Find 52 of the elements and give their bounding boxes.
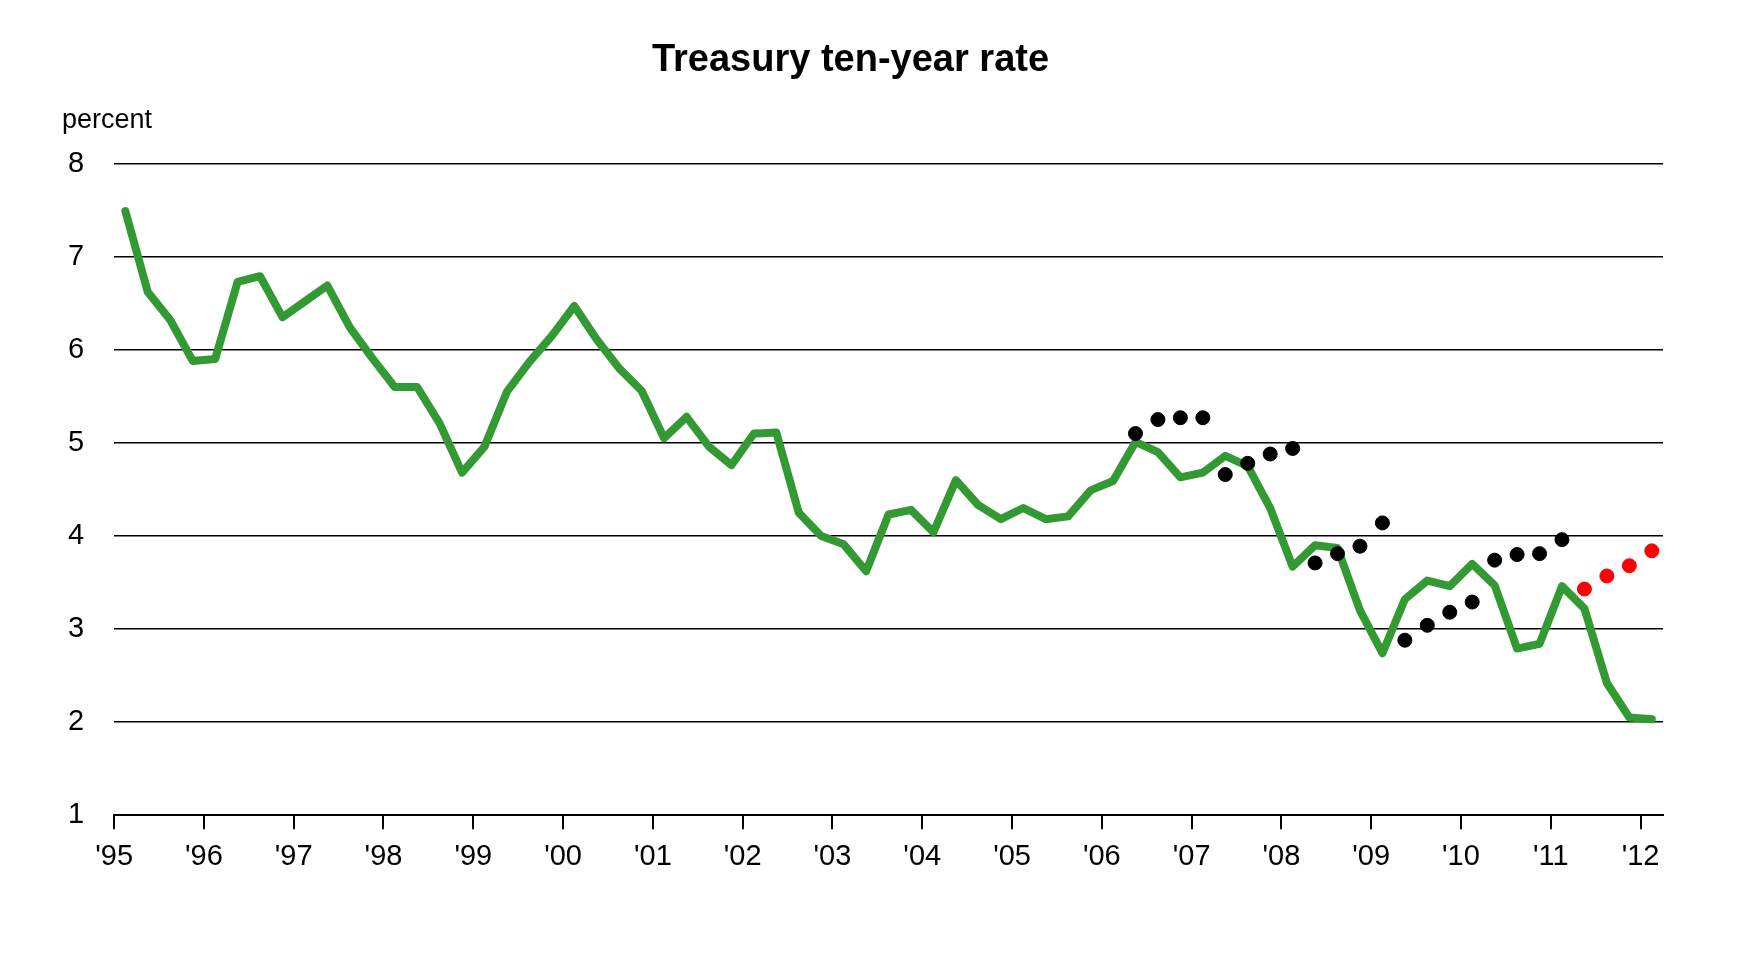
x-tick-label: '01 [633, 838, 672, 871]
x-tick-label: '98 [364, 838, 403, 871]
point [1576, 581, 1592, 597]
x-tick-label: '06 [1082, 838, 1121, 871]
point [1217, 467, 1233, 483]
point [1240, 455, 1256, 471]
point [1307, 555, 1323, 571]
point [1262, 446, 1278, 462]
point [1442, 604, 1458, 620]
chart-title: Treasury ten-year rate [651, 37, 1050, 80]
y-tick-label: 7 [67, 238, 85, 271]
point [1487, 552, 1503, 568]
x-tick-label: '07 [1172, 838, 1211, 871]
x-tick-label: '95 [95, 838, 134, 871]
y-axis-title: percent [62, 103, 153, 134]
point [1195, 410, 1211, 426]
point [1397, 632, 1413, 648]
x-tick-label: '97 [274, 838, 313, 871]
point [1509, 547, 1525, 563]
y-tick-label: 4 [67, 517, 85, 550]
point [1285, 440, 1301, 456]
x-tick-label: '04 [903, 838, 942, 871]
point [1599, 568, 1615, 584]
point [1150, 412, 1166, 428]
x-tick-label: '03 [813, 838, 852, 871]
y-tick-label: 1 [67, 797, 85, 830]
x-tick-label: '09 [1352, 838, 1391, 871]
y-tick-label: 3 [67, 611, 85, 644]
point [1330, 546, 1346, 562]
point [1464, 594, 1480, 610]
x-tick-label: '08 [1262, 838, 1301, 871]
x-tick-label: '10 [1442, 838, 1480, 871]
x-tick-label: '99 [454, 838, 493, 871]
y-tick-label: 8 [67, 145, 85, 178]
x-tick-label: '96 [185, 838, 223, 871]
x-tick-label: '00 [544, 838, 582, 871]
point [1352, 538, 1368, 554]
point [1554, 532, 1570, 548]
point [1532, 546, 1548, 562]
point [1419, 617, 1435, 633]
point [1621, 558, 1637, 574]
point [1644, 543, 1660, 559]
x-tick-label: '02 [723, 838, 762, 871]
point [1172, 410, 1188, 426]
x-tick-label: '05 [993, 838, 1031, 871]
point [1374, 515, 1390, 531]
y-tick-label: 6 [67, 331, 85, 364]
y-tick-label: 2 [67, 704, 85, 737]
point [1127, 426, 1143, 442]
y-tick-label: 5 [67, 424, 85, 457]
x-tick-label: '11 [1532, 838, 1569, 871]
x-tick-label: '12 [1621, 838, 1660, 871]
